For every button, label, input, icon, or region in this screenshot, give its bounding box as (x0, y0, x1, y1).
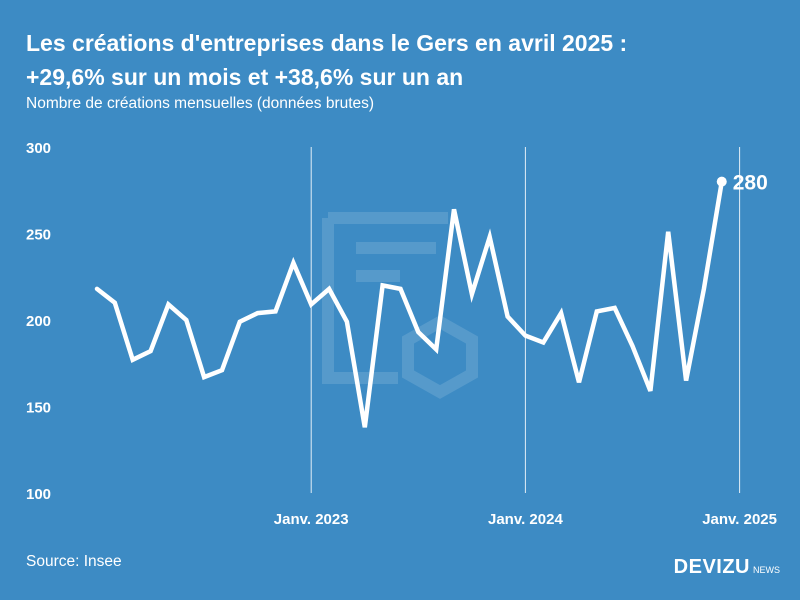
chart-title-line1: Les créations d'entreprises dans le Gers… (26, 30, 628, 56)
brand-logo: DEVIZU (673, 556, 750, 578)
last-point-marker (716, 176, 727, 187)
y-tick-label: 150 (26, 400, 51, 417)
y-tick-label: 300 (26, 140, 51, 157)
watermark-logo (322, 212, 478, 399)
source-note: Source: Insee (26, 553, 122, 570)
y-tick-label: 100 (26, 486, 51, 503)
chart-title: Les créations d'entreprises dans le Gers… (26, 26, 786, 94)
last-value-label: 280 (733, 172, 768, 195)
x-tick-label: Janv. 2024 (488, 511, 563, 528)
x-tick-label: Janv. 2025 (702, 511, 777, 528)
y-tick-label: 250 (26, 227, 51, 244)
brand-suffix: NEWS (753, 565, 780, 575)
chart-subtitle: Nombre de créations mensuelles (données … (26, 95, 375, 112)
y-tick-label: 200 (26, 313, 51, 330)
x-tick-label: Janv. 2023 (274, 511, 349, 528)
chart-title-line2: +29,6% sur un mois et +38,6% sur un an (26, 64, 464, 90)
series-line (94, 179, 725, 428)
